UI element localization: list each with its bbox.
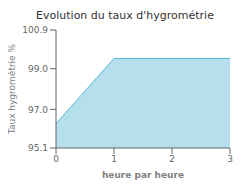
svg-text:99.0: 99.0: [28, 64, 48, 74]
svg-text:2: 2: [169, 154, 175, 164]
svg-text:3: 3: [227, 154, 233, 164]
svg-text:1: 1: [111, 154, 117, 164]
svg-text:0: 0: [53, 154, 59, 164]
svg-text:Taux hygrométrie %: Taux hygrométrie %: [8, 43, 17, 135]
svg-text:100.9: 100.9: [22, 25, 48, 35]
svg-text:97.0: 97.0: [28, 105, 48, 115]
svg-text:heure par heure: heure par heure: [102, 170, 184, 180]
svg-text:95.1: 95.1: [28, 143, 48, 153]
html-text:Evolution du taux d'hygrométri: Evolution du taux d'hygrométrie: [36, 9, 214, 22]
